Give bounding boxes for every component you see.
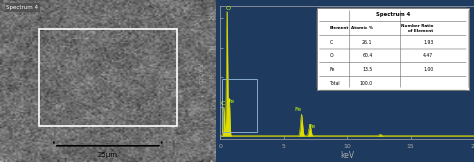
Text: C: C [329, 40, 333, 45]
Text: 60.4: 60.4 [362, 53, 373, 58]
Text: Spectrum 4: Spectrum 4 [376, 12, 410, 17]
Text: O: O [329, 53, 333, 58]
Bar [222, 79, 257, 132]
Text: O: O [226, 6, 230, 11]
Text: Total: Total [329, 81, 340, 86]
Text: 26.1: 26.1 [362, 40, 373, 45]
Text: Fe: Fe [227, 99, 234, 104]
Text: Spectrum 4: Spectrum 4 [7, 5, 38, 10]
Text: Fe: Fe [329, 67, 335, 72]
Text: 4.47: 4.47 [423, 53, 433, 58]
Text: Fe: Fe [308, 124, 315, 129]
Text: 1.93: 1.93 [423, 40, 433, 45]
Text: 13.5: 13.5 [362, 67, 373, 72]
Text: Atomic %: Atomic % [351, 26, 373, 30]
Text: Number Ratio
of Element: Number Ratio of Element [401, 24, 433, 33]
Text: 1.00: 1.00 [423, 67, 433, 72]
Text: Element: Element [329, 26, 349, 30]
X-axis label: keV: keV [340, 150, 354, 160]
Text: C: C [220, 101, 225, 106]
Bar [39, 29, 177, 126]
Y-axis label: cps/eV: cps/eV [199, 62, 205, 84]
Text: Fe: Fe [295, 107, 302, 112]
Bar [317, 8, 469, 90]
Text: 25μm: 25μm [98, 152, 118, 158]
Text: 100.0: 100.0 [359, 81, 373, 86]
